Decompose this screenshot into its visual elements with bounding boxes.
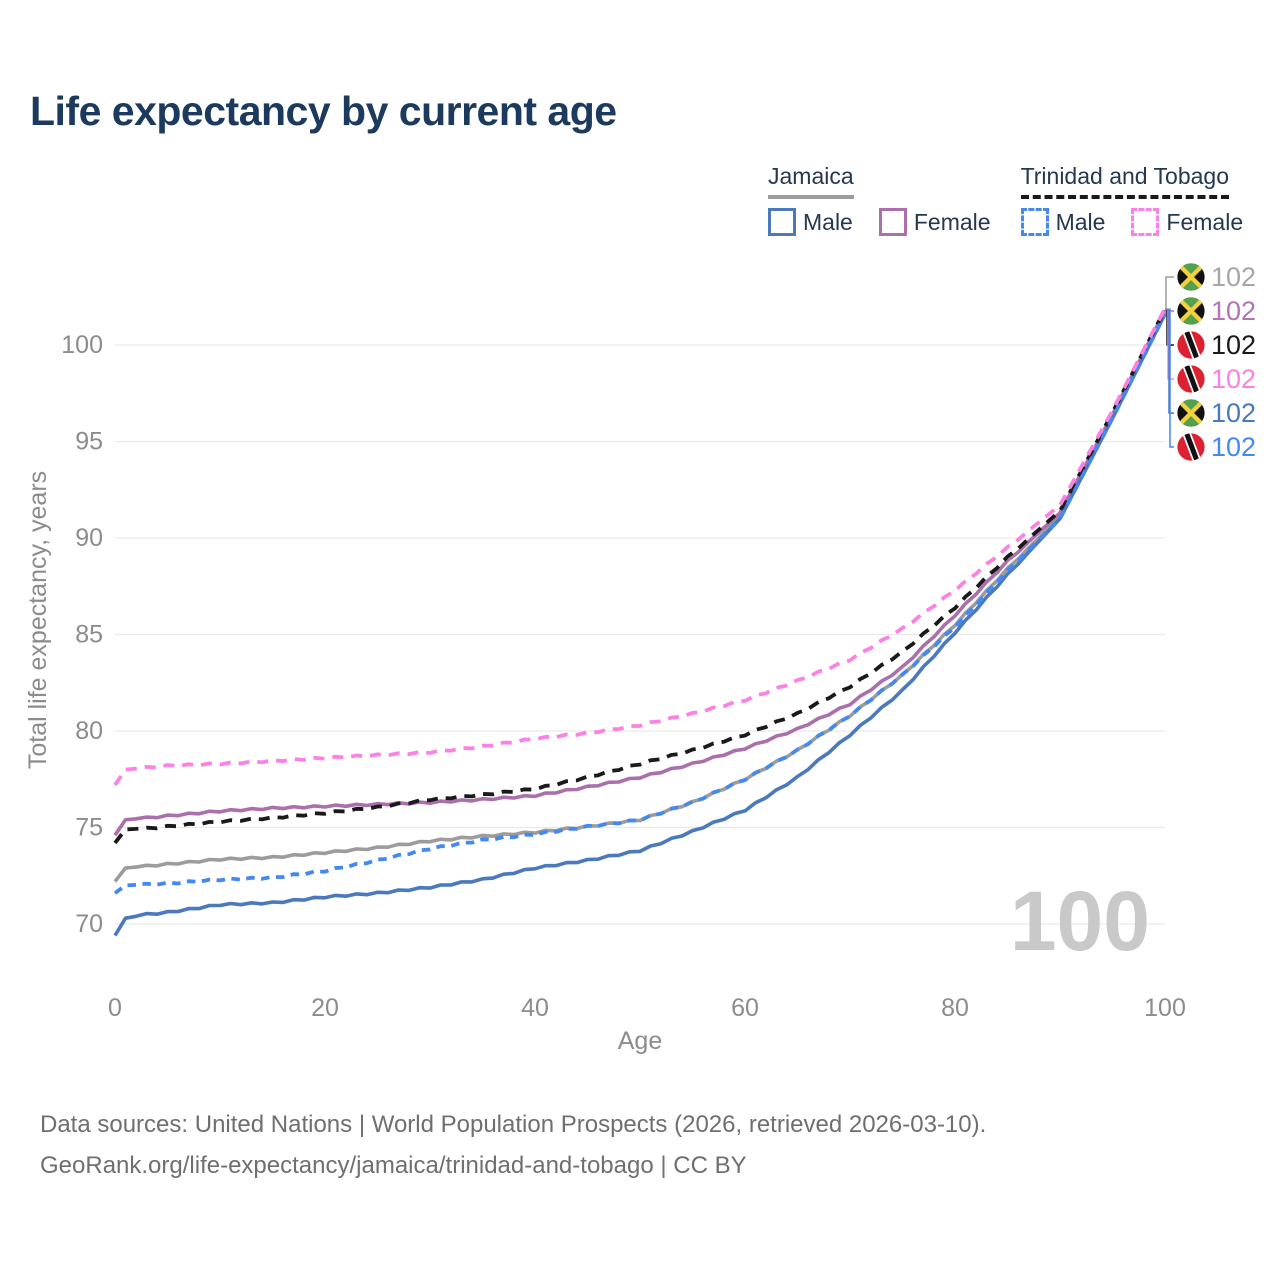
x-tick-label: 20 — [311, 994, 339, 1022]
legend-item-trinidad-male[interactable]: Male — [1020, 208, 1106, 236]
legend-item-label: Male — [803, 208, 853, 235]
page-title: Life expectancy by current age — [30, 88, 617, 134]
chart-legend: Jamaica Male Female Trinidad and Tobago … — [768, 163, 1243, 236]
y-tick-label: 70 — [75, 910, 103, 938]
legend-country-jamaica[interactable]: Jamaica — [768, 163, 854, 199]
legend-item-label: Female — [1166, 208, 1244, 235]
trinidad-flag-icon — [1177, 363, 1205, 396]
y-tick-label: 80 — [75, 717, 103, 745]
x-axis-title: Age — [618, 1027, 662, 1055]
end-label-connector — [1165, 308, 1174, 448]
series-line-trinidad-and-tobago-both[interactable] — [113, 308, 1167, 845]
trinidad-flag-icon — [1177, 329, 1205, 362]
end-label-value: 102 — [1211, 364, 1256, 394]
series-line-trinidad-and-tobago-female[interactable] — [113, 307, 1167, 787]
y-tick-label: 90 — [75, 524, 103, 552]
end-label-value: 102 — [1211, 330, 1256, 360]
x-tick-label: 100 — [1144, 994, 1186, 1022]
legend-item-jamaica-male[interactable]: Male — [768, 208, 853, 236]
jamaica-flag-icon — [1175, 397, 1208, 430]
y-tick-label: 100 — [61, 331, 103, 359]
end-label-value: 102 — [1211, 432, 1256, 462]
end-label-row[interactable]: 102 — [1177, 329, 1256, 362]
age-watermark: 100 — [1010, 874, 1150, 968]
y-tick-label: 75 — [75, 814, 103, 842]
age-watermark-value: 100 — [1010, 874, 1150, 968]
legend-group-trinidad: Trinidad and Tobago Male Female — [1020, 163, 1243, 236]
jamaica-flag-icon — [1175, 261, 1208, 294]
legend-item-label: Male — [1055, 208, 1106, 235]
x-tick-label: 40 — [521, 994, 549, 1022]
end-label-value: 102 — [1211, 398, 1256, 428]
series-line-trinidad-and-tobago-male[interactable] — [113, 313, 1167, 895]
end-labels: 102 102 102 102 102 102 — [1165, 261, 1256, 464]
end-label-value: 102 — [1211, 296, 1256, 326]
end-label-row[interactable]: 102 — [1175, 261, 1256, 294]
y-axis-title: Total life expectancy, years — [24, 471, 52, 769]
gridlines — [115, 344, 1165, 925]
series-line-jamaica-male[interactable] — [113, 313, 1167, 937]
end-label-connector — [1165, 276, 1174, 311]
jamaica-male-swatch-icon — [768, 208, 796, 236]
end-label-row[interactable]: 102 — [1177, 363, 1256, 396]
jamaica-female-swatch-icon — [878, 208, 907, 236]
series-line-jamaica-both[interactable] — [113, 311, 1167, 883]
y-tick-label: 85 — [75, 621, 103, 649]
legend-item-label: Female — [913, 208, 991, 235]
x-tick-label: 60 — [731, 994, 759, 1022]
chart-footer: Data sources: United Nations | World Pop… — [40, 1104, 986, 1186]
jamaica-flag-icon — [1175, 295, 1208, 328]
legend-item-trinidad-female[interactable]: Female — [1131, 208, 1243, 236]
trinidad-male-swatch-icon — [1020, 208, 1049, 236]
x-tick-label: 80 — [941, 994, 969, 1022]
end-label-row[interactable]: 102 — [1175, 397, 1256, 430]
series-line-jamaica-female[interactable] — [113, 309, 1167, 837]
end-label-row[interactable]: 102 — [1177, 431, 1256, 464]
trinidad-female-swatch-icon — [1131, 208, 1160, 236]
legend-item-jamaica-female[interactable]: Female — [878, 208, 991, 236]
y-tick-label: 95 — [75, 428, 103, 456]
data-sources-line: Data sources: United Nations | World Pop… — [40, 1111, 987, 1138]
end-label-row[interactable]: 102 — [1175, 295, 1256, 328]
attribution-line: GeoRank.org/life-expectancy/jamaica/trin… — [40, 1152, 747, 1179]
end-label-value: 102 — [1211, 262, 1256, 292]
x-tick-label: 0 — [108, 994, 122, 1022]
legend-group-jamaica: Jamaica Male Female — [768, 163, 991, 236]
series-lines — [113, 307, 1167, 937]
trinidad-flag-icon — [1177, 431, 1205, 464]
axis-labels: 70 75 80 85 90 95 100 0 20 40 60 80 100 Age Total life… — [24, 331, 1186, 1055]
legend-country-trinidad[interactable]: Trinidad and Tobago — [1020, 163, 1229, 199]
